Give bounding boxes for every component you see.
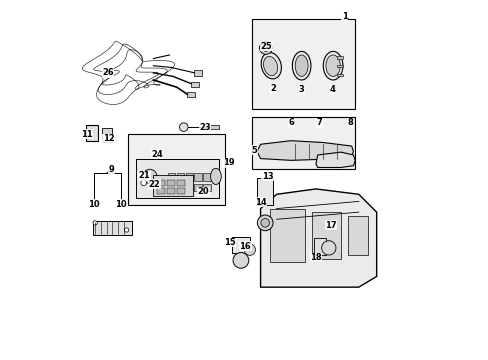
Bar (166, 188, 175, 194)
Bar (269, 208, 305, 262)
Polygon shape (260, 189, 376, 287)
Text: 17: 17 (325, 221, 336, 230)
Bar (251, 19, 354, 109)
Ellipse shape (295, 55, 307, 76)
Bar (93, 221, 132, 235)
Circle shape (93, 221, 97, 225)
Text: 26: 26 (102, 68, 114, 77)
Ellipse shape (325, 55, 340, 76)
Text: 3: 3 (298, 85, 304, 94)
Bar (128, 134, 224, 205)
Text: 12: 12 (102, 134, 114, 143)
Text: 9: 9 (108, 165, 114, 174)
Circle shape (259, 41, 272, 54)
Text: 23: 23 (199, 123, 211, 132)
Circle shape (261, 219, 269, 227)
Text: 15: 15 (223, 238, 235, 247)
Bar (190, 82, 198, 87)
Bar (206, 125, 219, 129)
Circle shape (244, 244, 255, 255)
Bar (176, 173, 183, 181)
Bar (177, 188, 184, 194)
Bar (312, 212, 340, 258)
Ellipse shape (261, 53, 281, 79)
Bar (102, 128, 111, 143)
Text: 16: 16 (239, 242, 250, 251)
Bar (194, 184, 201, 192)
Text: 25: 25 (260, 41, 272, 50)
Bar (194, 70, 202, 76)
Text: 21: 21 (138, 171, 150, 180)
Bar (157, 188, 164, 194)
Circle shape (321, 241, 335, 255)
Bar (194, 173, 201, 181)
Bar (337, 64, 342, 67)
Bar (337, 73, 342, 76)
Text: 6: 6 (287, 118, 293, 127)
Bar (86, 125, 97, 139)
Bar (187, 92, 195, 97)
Bar (135, 158, 219, 198)
Circle shape (233, 252, 248, 268)
Text: 13: 13 (262, 172, 273, 181)
Polygon shape (257, 141, 353, 160)
Circle shape (141, 180, 146, 186)
Bar (203, 184, 210, 192)
Circle shape (124, 228, 128, 232)
Text: 10: 10 (88, 200, 100, 209)
Text: 20: 20 (197, 187, 209, 196)
Circle shape (179, 123, 188, 131)
Ellipse shape (292, 51, 310, 80)
Circle shape (142, 169, 157, 184)
Bar (153, 175, 192, 196)
Circle shape (257, 215, 272, 231)
Text: 14: 14 (254, 198, 266, 207)
Text: 19: 19 (222, 158, 234, 167)
Text: 5: 5 (251, 146, 257, 155)
Text: 1: 1 (341, 12, 347, 21)
Circle shape (141, 174, 146, 179)
Bar (313, 238, 325, 255)
Bar (185, 173, 192, 181)
Ellipse shape (323, 51, 342, 80)
Bar (167, 173, 175, 181)
Text: 18: 18 (309, 253, 321, 262)
Text: 8: 8 (346, 118, 352, 127)
Bar (231, 237, 249, 253)
Text: 24: 24 (151, 150, 163, 159)
Bar (251, 117, 354, 169)
Polygon shape (315, 152, 354, 167)
Bar (157, 180, 164, 186)
Text: 4: 4 (328, 85, 334, 94)
Bar (85, 125, 98, 141)
Bar (337, 56, 342, 59)
Text: 2: 2 (269, 84, 275, 93)
Circle shape (262, 44, 269, 51)
Text: 7: 7 (316, 118, 322, 127)
Bar (167, 184, 175, 192)
Text: 10: 10 (115, 200, 126, 209)
Text: 11: 11 (81, 130, 92, 139)
Text: 22: 22 (148, 180, 160, 189)
Bar (176, 184, 183, 192)
Bar (166, 180, 175, 186)
Bar (177, 180, 184, 186)
Bar (347, 216, 367, 255)
Bar (257, 178, 272, 205)
Bar (203, 173, 210, 181)
Bar (185, 184, 192, 192)
Ellipse shape (263, 57, 277, 76)
Ellipse shape (210, 168, 221, 184)
